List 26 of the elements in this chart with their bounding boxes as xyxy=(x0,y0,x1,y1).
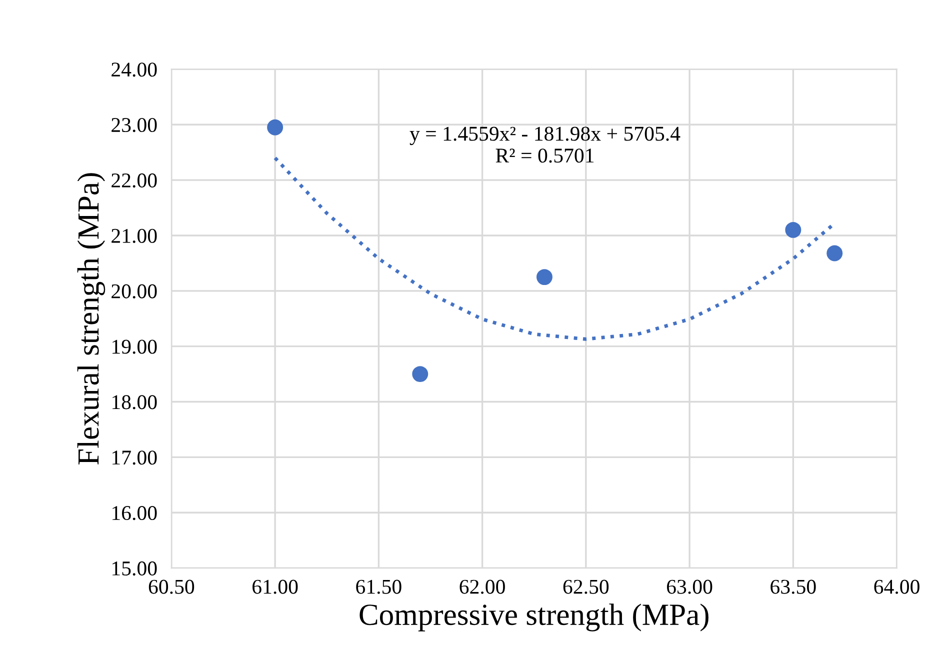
point xyxy=(826,245,843,262)
y-tick-label: 24.00 xyxy=(112,62,157,77)
y-tick-label: 16.00 xyxy=(112,506,157,520)
point xyxy=(536,269,552,286)
point xyxy=(412,366,428,382)
x-tick-label: 62.50 xyxy=(563,580,609,594)
annotation: y = 1.4559x² - 181.98x + 5705.4 R² = 0.5701 xyxy=(410,126,680,163)
x-tick-label: 61.00 xyxy=(252,580,298,594)
y-tick-label: 17.00 xyxy=(112,450,157,465)
y-tick-label: 20.00 xyxy=(112,284,157,298)
x-tick-label: 61.50 xyxy=(356,580,402,594)
x-axis-title: Compressive strength (MPa) xyxy=(360,604,708,632)
x-tick-label: 64.00 xyxy=(874,580,920,594)
x-tick-label: 63.50 xyxy=(770,580,816,594)
y-tick-label: 18.00 xyxy=(112,395,157,410)
x-tick-label: 62.00 xyxy=(460,580,505,594)
x-tick-label: 63.00 xyxy=(667,580,712,594)
point xyxy=(785,222,802,238)
y-axis-title: Flexural strength (MPa) xyxy=(77,173,106,465)
y-tick-label: 22.00 xyxy=(112,173,157,188)
x-tick-label: 60.50 xyxy=(148,580,194,594)
y-tick-label: 23.00 xyxy=(112,118,157,132)
y-tick-label: 21.00 xyxy=(112,228,157,244)
y-tick-label: 19.00 xyxy=(112,340,157,354)
point xyxy=(267,119,284,136)
y-tick-label: 15.00 xyxy=(112,561,157,576)
